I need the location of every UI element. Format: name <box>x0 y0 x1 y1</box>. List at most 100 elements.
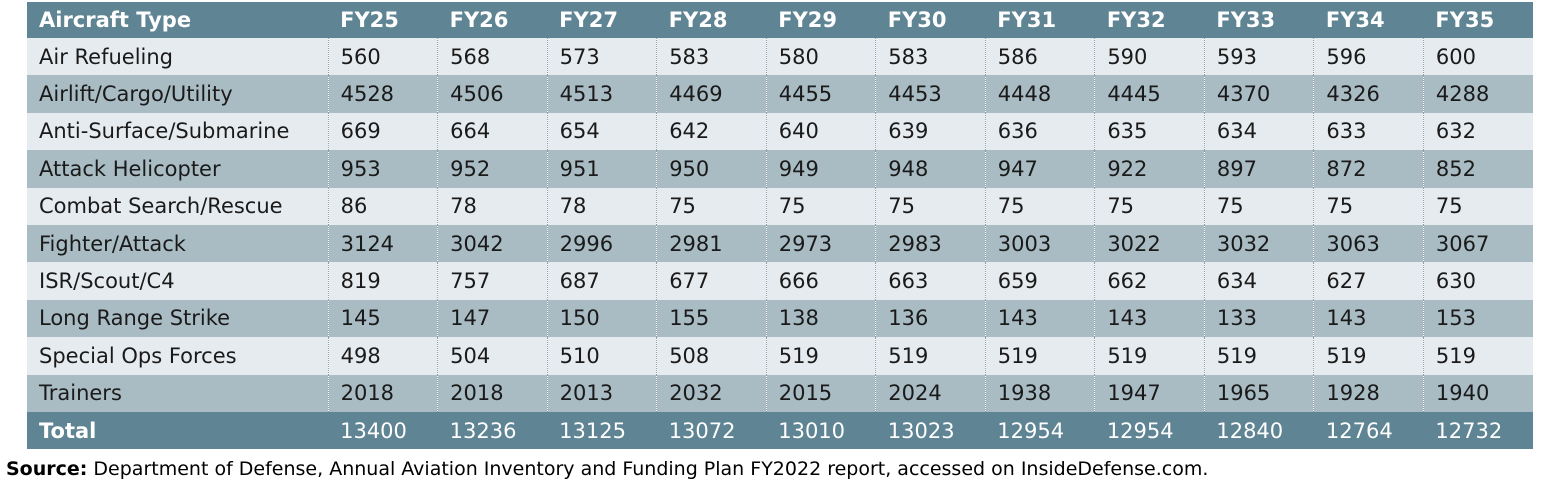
table-cell: 590 <box>1094 38 1205 76</box>
row-label: Special Ops Forces <box>39 343 237 368</box>
table-row: Trainers 2018 2018 2013 2032 2015 2024 1938 1947… <box>27 374 1533 412</box>
table-row: Anti-Surface/Submarine 669 664 654 642 640 639… <box>27 112 1533 151</box>
table-body: Air Refueling 560 568 573 583 580 583 586 590 593… <box>27 38 1533 412</box>
table-row: Attack Helicopter 953 952 951 950 949 948 947 92… <box>27 150 1533 188</box>
table-cell: 508 <box>656 337 767 375</box>
table-cell: 75 <box>656 187 767 225</box>
header-fy35: FY35 <box>1435 8 1495 32</box>
table-cell: 4528 <box>327 75 438 113</box>
table-cell: 2024 <box>875 374 986 412</box>
table-cell: 510 <box>546 337 657 375</box>
table-cell: 75 <box>1313 187 1424 225</box>
table-cell: 2983 <box>875 224 986 263</box>
table-cell: 3124 <box>327 224 438 263</box>
table-cell: 922 <box>1094 150 1205 188</box>
header-fy31: FY31 <box>997 8 1057 32</box>
table-cell: 1947 <box>1094 374 1205 412</box>
table-cell: 4288 <box>1422 75 1533 113</box>
total-cell: 13072 <box>668 418 736 443</box>
table-cell: 136 <box>875 299 986 338</box>
total-cell: 12840 <box>1216 418 1284 443</box>
table-cell: 4445 <box>1094 75 1205 113</box>
source-note: Source: Department of Defense, Annual Av… <box>6 458 1208 480</box>
table-cell: 642 <box>656 112 767 151</box>
table-cell: 519 <box>875 337 986 375</box>
table-cell: 4326 <box>1313 75 1424 113</box>
table-cell: 560 <box>327 38 438 76</box>
table-cell: 78 <box>437 187 548 225</box>
total-cell: 12954 <box>1106 418 1174 443</box>
table-cell: 2013 <box>546 374 657 412</box>
table-cell: 852 <box>1422 150 1533 188</box>
table-cell: 950 <box>656 150 767 188</box>
row-label: Anti-Surface/Submarine <box>39 119 290 144</box>
table-row: Long Range Strike 145 147 150 155 138 136 143 14… <box>27 299 1533 338</box>
table-cell: 627 <box>1313 262 1424 300</box>
total-cell: 13023 <box>887 418 955 443</box>
table-cell: 519 <box>1203 337 1314 375</box>
row-label: Attack Helicopter <box>39 156 221 181</box>
table-row: ISR/Scout/C4 819 757 687 677 666 663 659 662 634 6… <box>27 262 1533 300</box>
table-row: Combat Search/Rescue 86 78 78 75 75 75 75 75 75 75… <box>27 187 1533 225</box>
table-row: Special Ops Forces 498 504 510 508 519 519 519 5… <box>27 337 1533 375</box>
table-cell: 947 <box>984 150 1095 188</box>
header-fy26: FY26 <box>449 8 509 32</box>
table-cell: 663 <box>875 262 986 300</box>
table-cell: 75 <box>875 187 986 225</box>
table-cell: 573 <box>546 38 657 76</box>
table-cell: 687 <box>546 262 657 300</box>
table-cell: 3042 <box>437 224 548 263</box>
table-cell: 3022 <box>1094 224 1205 263</box>
aircraft-inventory-table: Aircraft Type FY25 FY26 FY27 FY28 FY29 FY30 FY3… <box>27 2 1533 450</box>
table-cell: 953 <box>327 150 438 188</box>
table-header: Aircraft Type FY25 FY26 FY27 FY28 FY29 FY30 FY3… <box>27 2 1533 38</box>
table-cell: 2981 <box>656 224 767 263</box>
table-cell: 1928 <box>1313 374 1424 412</box>
table-cell: 580 <box>765 38 876 76</box>
table-cell: 4506 <box>437 75 548 113</box>
table-cell: 3032 <box>1203 224 1314 263</box>
table-cell: 4455 <box>765 75 876 113</box>
table-cell: 519 <box>984 337 1095 375</box>
header-fy30: FY30 <box>887 8 947 32</box>
row-label: Fighter/Attack <box>39 231 186 256</box>
header-aircraft-type: Aircraft Type <box>39 8 192 32</box>
table-cell: 634 <box>1203 262 1314 300</box>
table-row: Air Refueling 560 568 573 583 580 583 586 590 593… <box>27 38 1533 76</box>
table-cell: 949 <box>765 150 876 188</box>
table-cell: 519 <box>765 337 876 375</box>
source-label: Source: <box>6 458 88 480</box>
table-cell: 147 <box>437 299 548 338</box>
table-cell: 519 <box>1094 337 1205 375</box>
table-cell: 593 <box>1203 38 1314 76</box>
header-fy34: FY34 <box>1325 8 1385 32</box>
header-row: Aircraft Type FY25 FY26 FY27 FY28 FY29 FY30 FY3… <box>27 2 1533 38</box>
table-cell: 504 <box>437 337 548 375</box>
total-cell: 13236 <box>449 418 517 443</box>
table-cell: 662 <box>1094 262 1205 300</box>
total-cell: 13125 <box>559 418 626 443</box>
table-cell: 86 <box>327 187 438 225</box>
table-cell: 3003 <box>984 224 1095 263</box>
table-cell: 133 <box>1203 299 1314 338</box>
row-label: Trainers <box>39 381 122 406</box>
table-cell: 819 <box>327 262 438 300</box>
total-cell: 13010 <box>778 418 846 443</box>
table-cell: 4513 <box>546 75 657 113</box>
header-fy29: FY29 <box>778 8 837 32</box>
table-cell: 948 <box>875 150 986 188</box>
table-cell: 143 <box>1313 299 1424 338</box>
table-cell: 583 <box>656 38 767 76</box>
table-cell: 640 <box>765 112 876 151</box>
table-cell: 138 <box>765 299 876 338</box>
table-cell: 952 <box>437 150 548 188</box>
total-row: Total 13400 13236 13125 13072 13010 13023 12954… <box>27 411 1533 450</box>
table-cell: 664 <box>437 112 548 151</box>
table-cell: 583 <box>875 38 986 76</box>
total-label: Total <box>39 418 97 443</box>
table-cell: 659 <box>984 262 1095 300</box>
table-cell: 3063 <box>1313 224 1424 263</box>
table-cell: 4448 <box>984 75 1095 113</box>
table-cell: 4453 <box>875 75 986 113</box>
